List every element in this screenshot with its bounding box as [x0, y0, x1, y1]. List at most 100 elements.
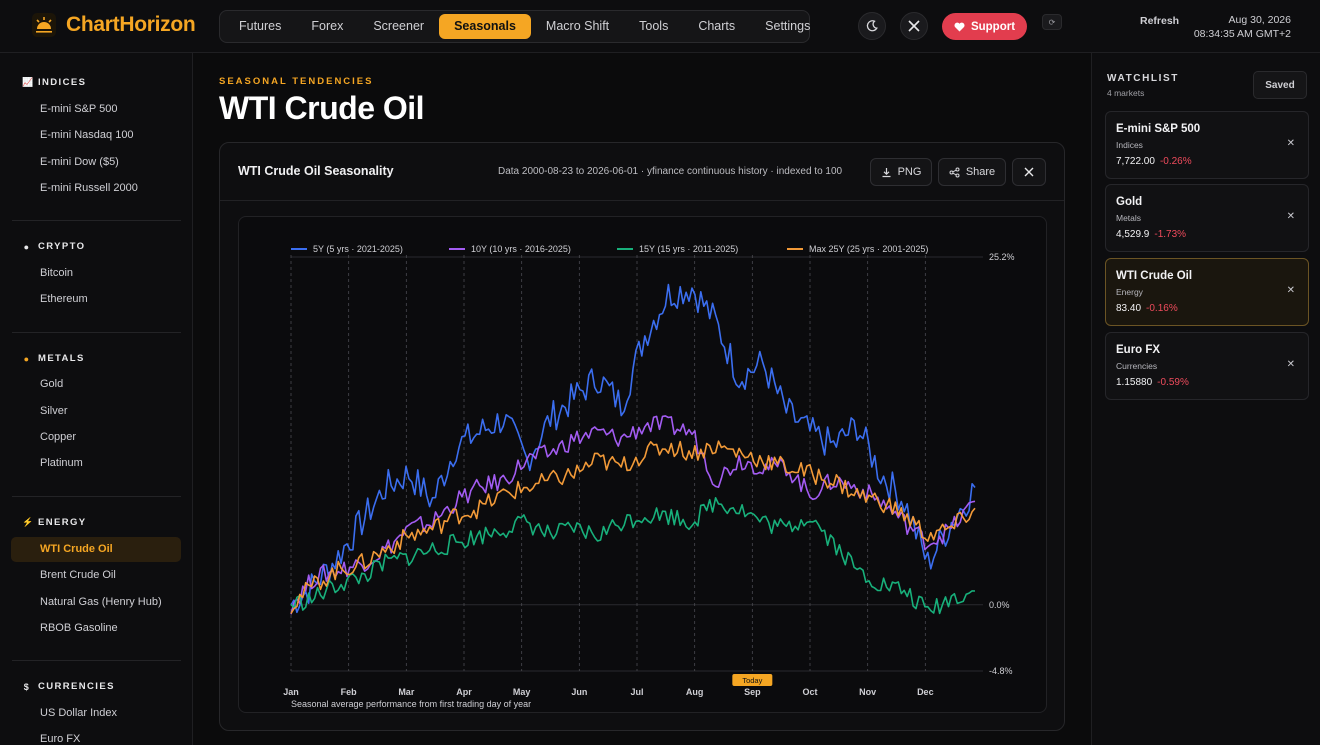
watchlist-item-emini-sp500[interactable]: E-mini S&P 500 Indices 7,722.00 -0.26% ✕: [1105, 111, 1309, 179]
nav-forex[interactable]: Forex: [311, 19, 344, 33]
watchlist-panel: WATCHLIST 4 markets Saved E-mini S&P 500…: [1091, 53, 1320, 745]
seasonality-chart[interactable]: 25.2% 0.0% -4.8% Jan Feb Mar Apr May Jun Jul Aug Se…: [238, 216, 1047, 713]
x-tick-label: Jan: [283, 687, 299, 697]
sidebar-item-us-dollar-index[interactable]: US Dollar Index: [40, 707, 118, 719]
download-icon: [882, 167, 891, 177]
sidebar-item-wti-crude-oil[interactable]: WTI Crude Oil: [11, 537, 181, 562]
nav-tools[interactable]: Tools: [639, 19, 669, 33]
watchlist-item-gold[interactable]: Gold Metals 4,529.9 -1.73% ✕: [1105, 184, 1309, 252]
x-axis-label: Seasonal average performance from first …: [291, 699, 531, 709]
sidebar-item-rbob-gasoline[interactable]: RBOB Gasoline: [40, 622, 118, 634]
watchlist-item-name: Gold: [1116, 196, 1143, 208]
support-button[interactable]: Support: [942, 13, 1027, 40]
saved-button[interactable]: Saved: [1253, 71, 1307, 99]
watchlist-item-category: Energy: [1116, 287, 1143, 297]
watchlist-item-category: Indices: [1116, 140, 1143, 150]
coin-icon: ●: [23, 241, 31, 252]
watchlist-item-name: Euro FX: [1116, 344, 1161, 356]
theme-toggle-button[interactable]: [858, 12, 886, 40]
sidebar-item-platinum[interactable]: Platinum: [40, 457, 83, 469]
sidebar-item-silver[interactable]: Silver: [40, 405, 68, 417]
nav-charts[interactable]: Charts: [698, 19, 736, 33]
price-change: -0.59%: [1157, 377, 1189, 388]
x-social-button[interactable]: [900, 12, 928, 40]
section-crypto: ● CRYPTO: [22, 241, 85, 252]
remove-icon[interactable]: ✕: [1286, 211, 1295, 222]
top-bar: ChartHorizon Futures Forex Screener Seas…: [0, 0, 1320, 53]
divider: [12, 496, 181, 497]
sunrise-logo-icon: [32, 13, 56, 37]
section-title: CRYPTO: [38, 241, 86, 252]
currency-icon: $: [23, 681, 31, 692]
clock-date: Aug 30, 2026: [1228, 14, 1291, 26]
sidebar-item-brent-crude-oil[interactable]: Brent Crude Oil: [40, 569, 116, 581]
sidebar-item-emini-sp500[interactable]: E-mini S&P 500: [40, 103, 118, 115]
sidebar-item-gold[interactable]: Gold: [40, 378, 64, 390]
sync-button[interactable]: ⟳: [1042, 14, 1062, 30]
x-tick-label: Feb: [341, 687, 358, 697]
gold-icon: ●: [23, 353, 31, 364]
card-title: WTI Crude Oil Seasonality: [238, 164, 394, 178]
sidebar-item-euro-fx[interactable]: Euro FX: [40, 733, 81, 745]
x-tick-label: Oct: [802, 687, 817, 697]
nav-futures[interactable]: Futures: [239, 19, 282, 33]
section-title: METALS: [38, 353, 85, 364]
legend-label: 15Y (15 yrs · 2011-2025): [639, 244, 738, 254]
watchlist-item-category: Metals: [1116, 213, 1142, 223]
sidebar-item-emini-dow[interactable]: E-mini Dow ($5): [40, 156, 119, 168]
x-tick-label: Apr: [456, 687, 472, 697]
sidebar-item-ethereum[interactable]: Ethereum: [40, 293, 88, 305]
price-value: 7,722.00: [1116, 156, 1155, 167]
sidebar-item-natural-gas[interactable]: Natural Gas (Henry Hub): [40, 596, 162, 608]
png-export-button[interactable]: PNG: [870, 158, 932, 186]
x-logo-icon: [1024, 167, 1034, 177]
sync-icon: ⟳: [1048, 17, 1056, 27]
share-icon: [949, 167, 960, 177]
sidebar-item-bitcoin[interactable]: Bitcoin: [40, 267, 74, 279]
series-line: [290, 415, 976, 615]
chart-canvas: 25.2% 0.0% -4.8% Jan Feb Mar Apr May Jun Jul Aug Se…: [283, 244, 1014, 709]
section-title: CURRENCIES: [38, 681, 115, 692]
clock: Aug 30, 2026 08:34:35 AM GMT+2: [1194, 13, 1291, 41]
watchlist-item-price: 4,529.9 -1.73%: [1116, 229, 1186, 240]
remove-icon[interactable]: ✕: [1286, 359, 1295, 370]
divider: [12, 220, 181, 221]
watchlist-item-price: 7,722.00 -0.26%: [1116, 156, 1192, 167]
sidebar-item-emini-russell[interactable]: E-mini Russell 2000: [40, 182, 138, 194]
main-nav: Futures Forex Screener Seasonals Macro S…: [219, 10, 810, 43]
heart-icon: [954, 22, 965, 31]
series-line: [290, 440, 976, 614]
sidebar-item-copper[interactable]: Copper: [40, 431, 77, 443]
section-title: INDICES: [38, 77, 87, 88]
sidebar-item-emini-nasdaq100[interactable]: E-mini Nasdaq 100: [40, 129, 134, 141]
moon-icon: [866, 20, 878, 32]
remove-icon[interactable]: ✕: [1286, 285, 1295, 296]
share-label: Share: [965, 166, 996, 178]
divider: [12, 332, 181, 333]
price-change: -0.26%: [1159, 156, 1192, 167]
watchlist-count: 4 markets: [1107, 88, 1145, 98]
refresh-button[interactable]: Refresh: [1140, 15, 1180, 27]
page-eyebrow: SEASONAL TENDENCIES: [219, 76, 374, 87]
watchlist-item-category: Currencies: [1116, 361, 1158, 371]
brand-logo[interactable]: ChartHorizon: [32, 13, 196, 37]
nav-settings[interactable]: Settings: [765, 19, 811, 33]
series-line: [290, 496, 976, 615]
page-title: WTI Crude Oil: [219, 90, 425, 126]
section-indices: 📈 INDICES: [22, 77, 86, 88]
price-value: 83.40: [1116, 303, 1142, 314]
nav-macro-shift[interactable]: Macro Shift: [545, 19, 610, 33]
seasonality-card: WTI Crude Oil Seasonality Data 2000-08-2…: [219, 142, 1065, 731]
nav-screener[interactable]: Screener: [373, 19, 425, 33]
nav-seasonals[interactable]: Seasonals: [439, 14, 531, 39]
share-button[interactable]: Share: [938, 158, 1006, 186]
x-tick-label: Mar: [398, 687, 415, 697]
divider: [12, 660, 181, 661]
remove-icon[interactable]: ✕: [1286, 138, 1295, 149]
y-tick-label: 0.0%: [989, 600, 1010, 610]
share-on-x-button[interactable]: [1012, 158, 1046, 186]
watchlist-item-euro-fx[interactable]: Euro FX Currencies 1.15880 -0.59% ✕: [1105, 332, 1309, 400]
watchlist-item-wti-crude-oil[interactable]: WTI Crude Oil Energy 83.40 -0.16% ✕: [1105, 258, 1309, 326]
lightning-icon: ⚡: [22, 517, 35, 527]
today-label: Today: [742, 676, 762, 685]
